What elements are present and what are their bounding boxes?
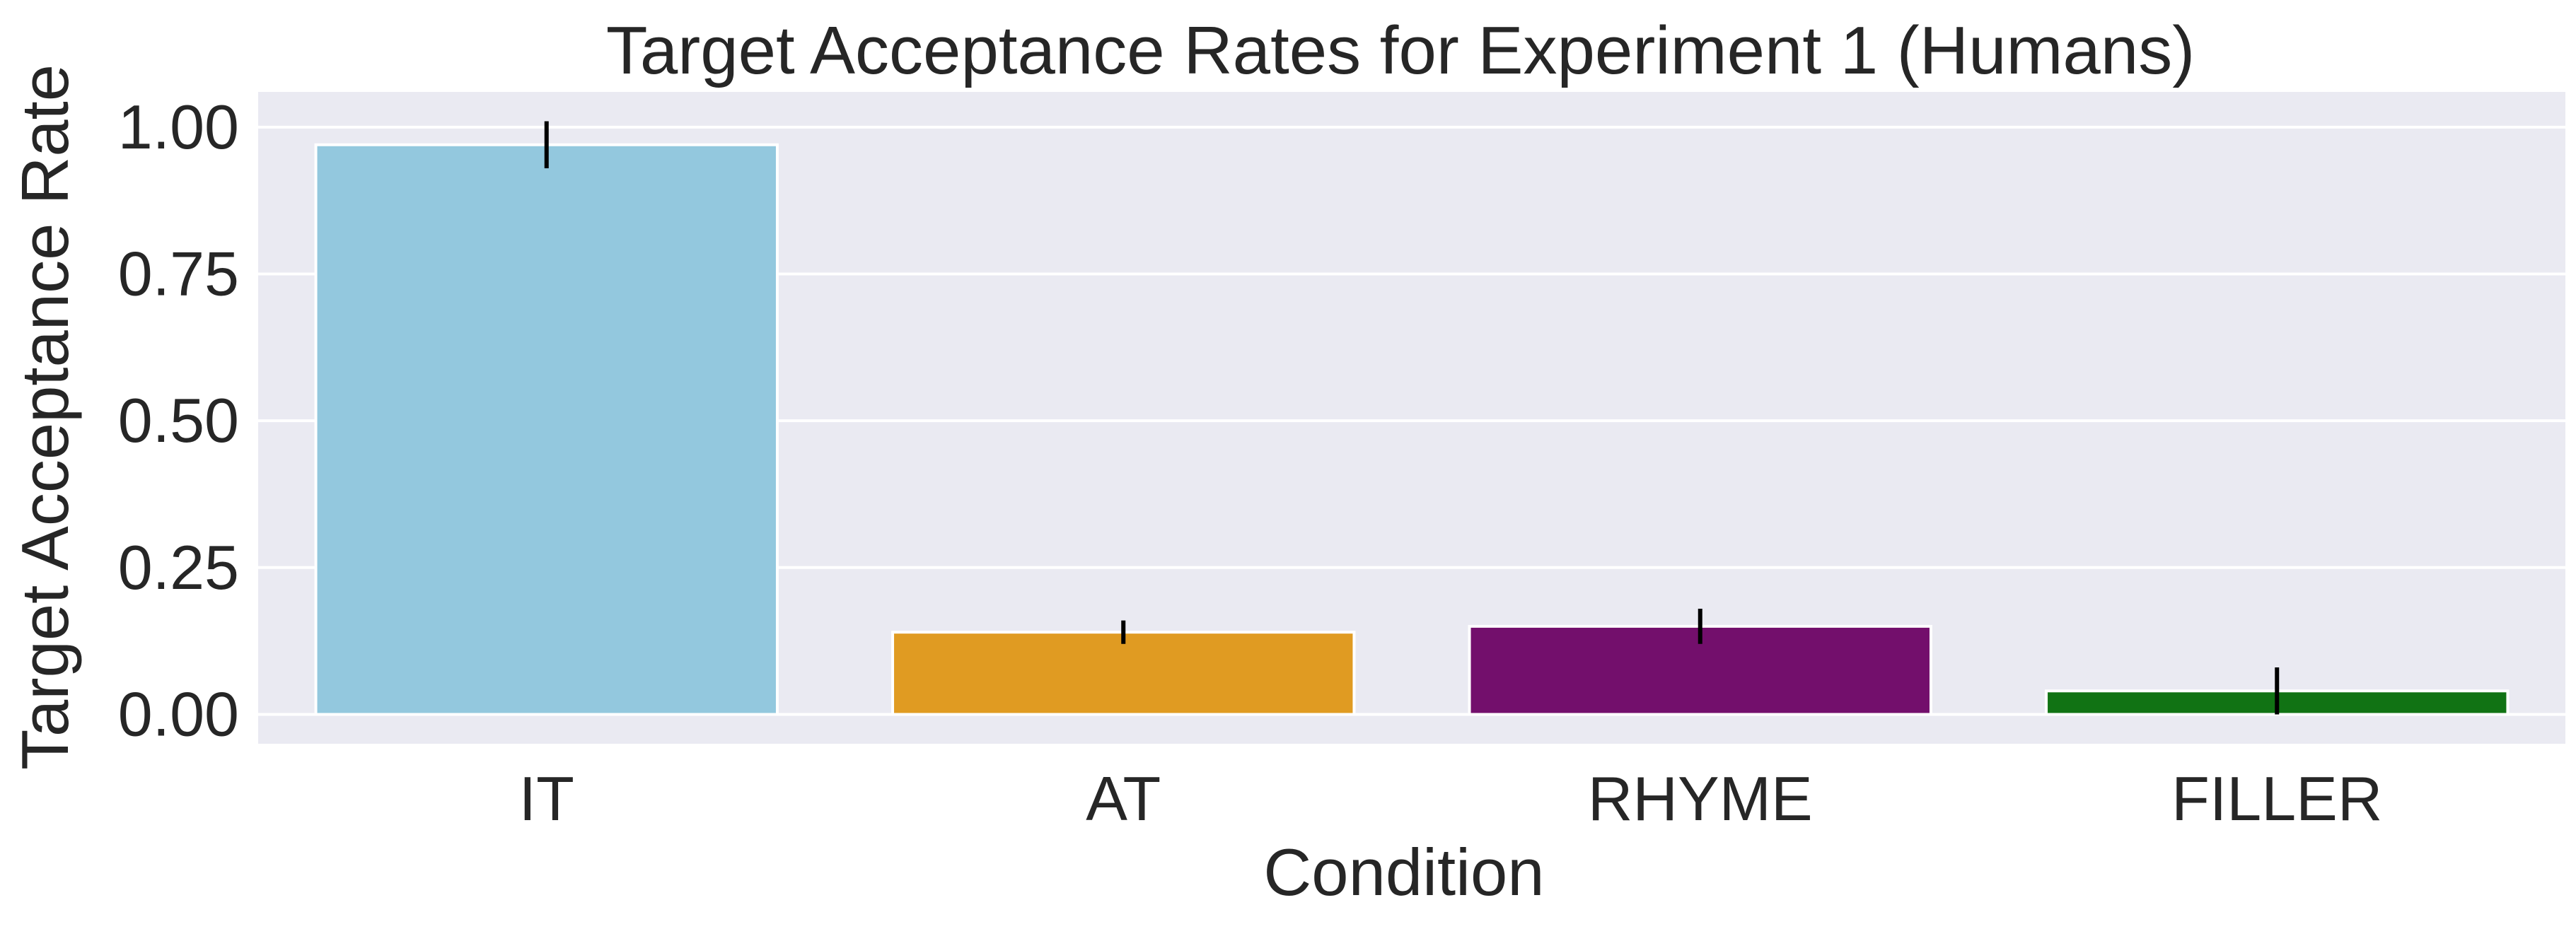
x-tick-label: AT — [1086, 764, 1161, 834]
chart-title: Target Acceptance Rates for Experiment 1… — [606, 13, 2195, 88]
y-tick-label: 0.50 — [118, 385, 239, 455]
bar-at — [891, 631, 1356, 716]
y-tick-labels: 0.00 0.25 0.50 0.75 1.00 — [118, 92, 239, 749]
x-tick-label: IT — [519, 764, 574, 834]
x-tick-label: RHYME — [1588, 764, 1813, 834]
x-tick-label: FILLER — [2171, 764, 2382, 834]
error-bars — [544, 121, 2280, 715]
bar-it — [314, 143, 779, 716]
y-tick-label: 1.00 — [118, 92, 239, 162]
y-tick-label: 0.75 — [118, 238, 239, 308]
x-axis-label: Condition — [1263, 835, 1544, 909]
y-tick-label: 0.25 — [118, 532, 239, 602]
y-tick-label: 0.00 — [118, 679, 239, 749]
y-axis-label: Target Acceptance Rate — [8, 64, 82, 770]
x-tick-labels: IT AT RHYME FILLER — [519, 764, 2383, 834]
